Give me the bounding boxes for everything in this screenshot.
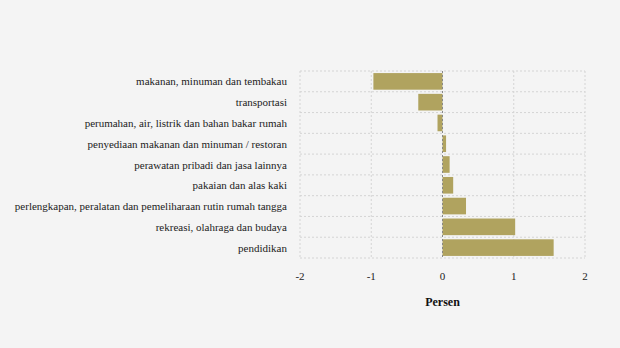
category-label: makanan, minuman dan tembakau (136, 75, 287, 87)
axis-title: Persen (425, 295, 460, 309)
category-label: pendidikan (238, 242, 287, 254)
category-label: transportasi (236, 96, 287, 108)
chart: -2 -1 0 1 2 makanan, minuman dan tembakau tran… (0, 0, 620, 348)
bar (438, 115, 443, 132)
category-label: perawatan pribadi dan jasa lainnya (134, 159, 287, 171)
band-line (300, 154, 585, 155)
bar (443, 219, 516, 236)
grid-line (585, 71, 586, 258)
bar (373, 73, 442, 90)
bar (443, 177, 454, 194)
grid-line (300, 71, 301, 258)
category-label: rekreasi, olahraga dan budaya (156, 221, 287, 233)
bar (443, 156, 450, 173)
category-label: pakaian dan alas kaki (193, 179, 287, 191)
tick-label: 0 (440, 270, 446, 282)
chart-svg: -2 -1 0 1 2 makanan, minuman dan tembakau tran… (0, 0, 620, 348)
tick-label: 2 (582, 270, 588, 282)
category-label: penyediaan makanan dan minuman / restora… (88, 138, 288, 150)
bar (443, 198, 467, 215)
zero-line (442, 71, 443, 258)
category-label: perlengkapan, peralatan dan pemeliharaan… (15, 200, 287, 212)
bar (443, 135, 447, 152)
tick-label: 1 (511, 270, 517, 282)
tick-label: -2 (295, 270, 304, 282)
bar (418, 94, 442, 111)
tick-label: -1 (367, 270, 376, 282)
bars (373, 73, 553, 256)
bar (443, 239, 554, 256)
grid-line (371, 71, 372, 258)
category-label: perumahan, air, listrik dan bahan bakar … (85, 117, 288, 129)
